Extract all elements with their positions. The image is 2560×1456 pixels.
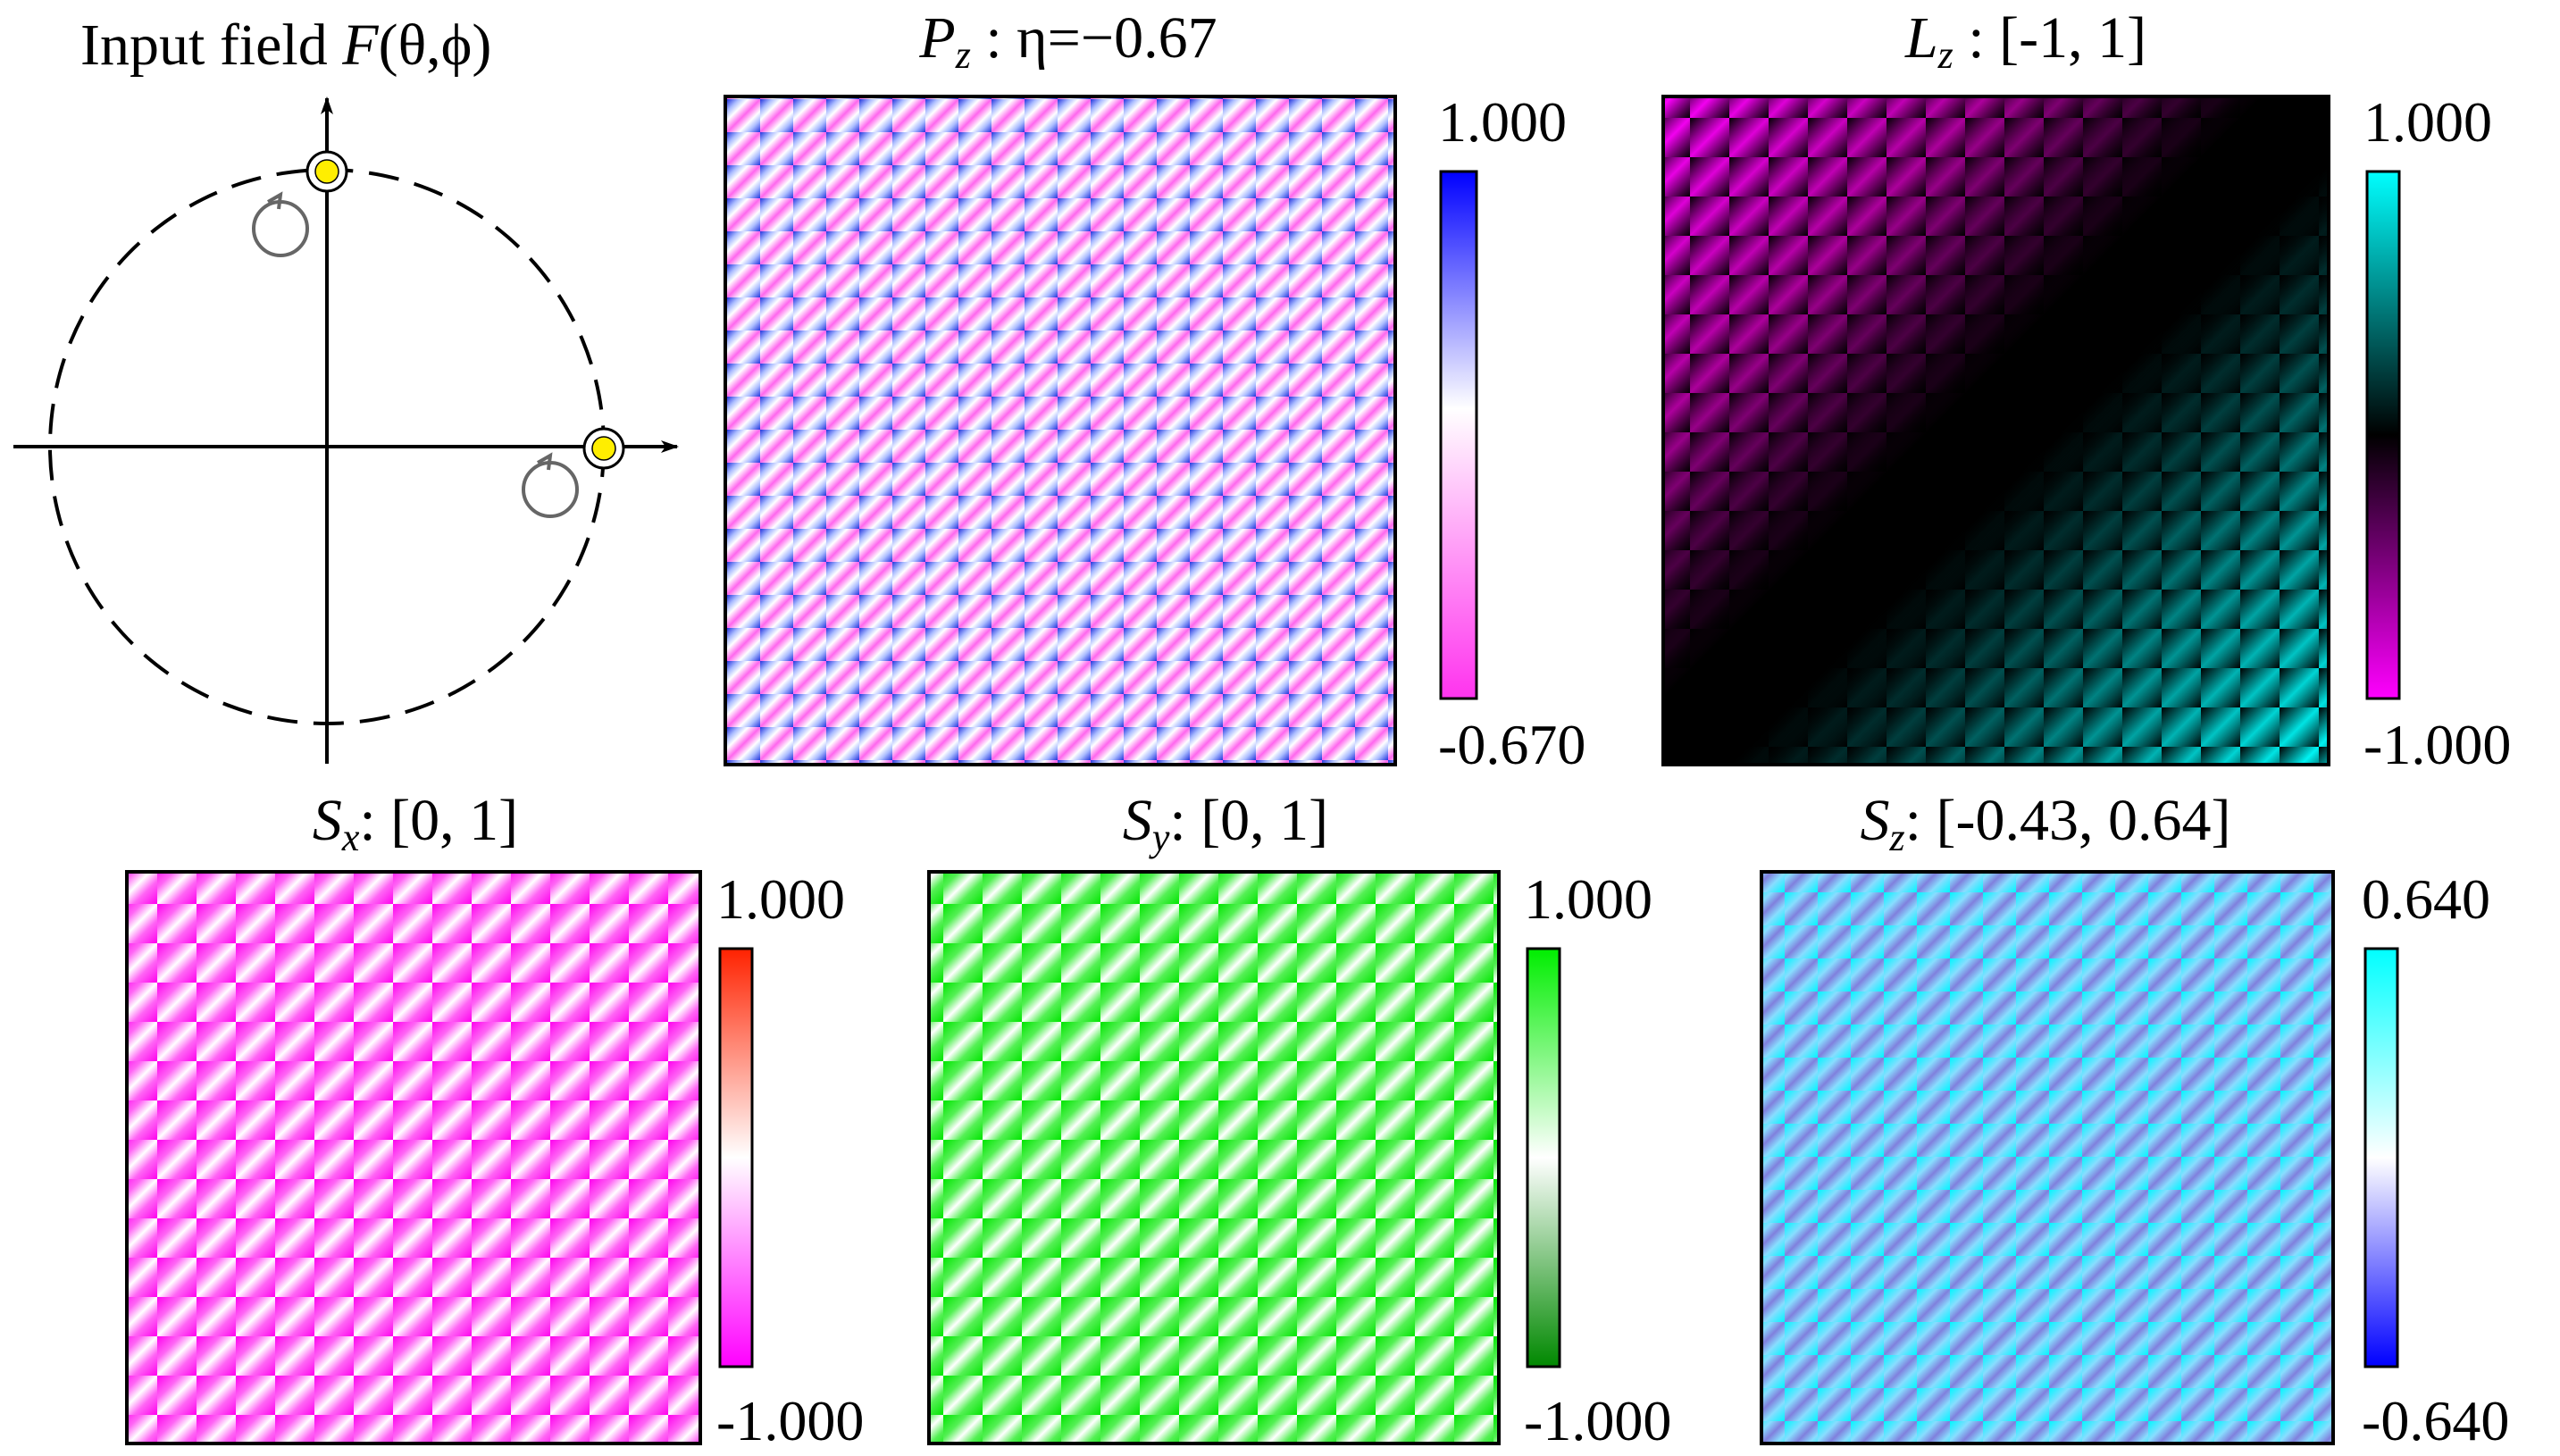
map-frame <box>724 95 1397 766</box>
panel-title: Lz : [-1, 1] <box>1904 5 2146 77</box>
field-map <box>1761 872 2333 1443</box>
map-frame <box>927 870 1501 1445</box>
field-map <box>127 872 700 1443</box>
panel-sy: Sy: [0, 1] 1.000 -1.000 <box>927 788 1671 1452</box>
field-map-stripes <box>1663 96 2329 765</box>
input-marker-top <box>305 150 348 193</box>
colorbar-max-label: 0.640 <box>2362 867 2490 931</box>
colorbar <box>1439 170 1478 700</box>
colorbar-min-label: -1.000 <box>1524 1389 1671 1452</box>
panel-title: Pz : η=−0.67 <box>918 5 1217 77</box>
panel-title: Sz: [-0.43, 0.64] <box>1861 788 2231 859</box>
diagram-title: Input field F(θ,ϕ) <box>80 13 491 78</box>
rotation-arrow-icon <box>522 452 579 518</box>
field-map <box>725 96 1395 765</box>
map-frame <box>1760 870 2335 1445</box>
map-frame <box>125 870 702 1445</box>
colorbar-max-label: 1.000 <box>1524 867 1652 931</box>
panel-lz: Lz : [-1, 1] 1.000 -1.000 <box>1661 5 2511 776</box>
colorbar-min-label: -0.670 <box>1438 713 1585 776</box>
panel-sx: Sx: [0, 1] 1.000 -1.000 <box>125 788 864 1452</box>
input-marker-right <box>582 427 625 470</box>
field-map <box>929 872 1499 1443</box>
colorbar <box>718 947 754 1368</box>
colorbar-min-label: -1.000 <box>716 1389 864 1452</box>
colorbar-max-label: 1.000 <box>1438 90 1567 154</box>
colorbar-min-label: -0.640 <box>2362 1389 2509 1452</box>
colorbar <box>1526 947 1561 1368</box>
colorbar-max-label: 1.000 <box>2363 90 2492 154</box>
panel-title: Sx: [0, 1] <box>313 788 518 859</box>
input-field-diagram: Input field F(θ,ϕ) <box>13 13 679 764</box>
map-frame <box>1661 95 2330 766</box>
rotation-arrow-icon <box>252 191 309 257</box>
panel-pz: Pz : η=−0.67 1.000 -0.670 <box>724 5 1585 776</box>
colorbar-min-label: -1.000 <box>2363 713 2511 776</box>
panel-title: Sy: [0, 1] <box>1123 788 1328 859</box>
colorbar <box>2363 947 2399 1368</box>
colorbar <box>2365 170 2401 700</box>
colorbar-max-label: 1.000 <box>716 867 845 931</box>
panel-sz: Sz: [-0.43, 0.64] 0.640 -0.640 <box>1760 788 2509 1452</box>
